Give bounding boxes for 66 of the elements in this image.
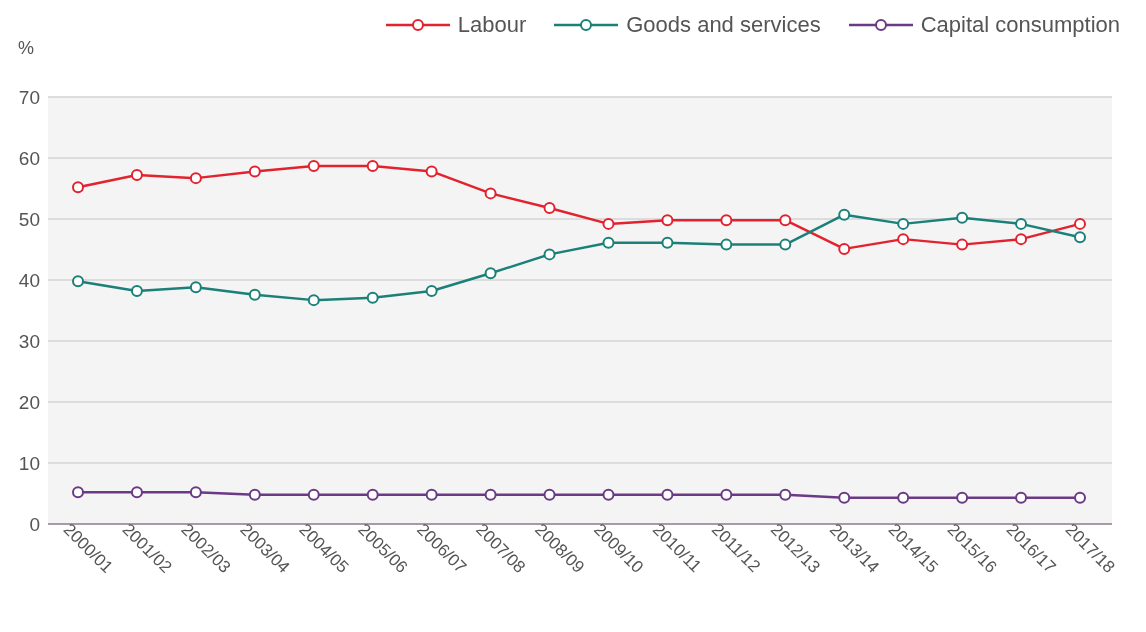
point [838, 242, 851, 255]
legend-label: Goods and services [626, 12, 821, 38]
point [130, 284, 143, 297]
point [189, 486, 202, 499]
point [189, 172, 202, 185]
point [130, 486, 143, 499]
point [72, 275, 84, 288]
point [484, 187, 497, 200]
point [366, 291, 379, 304]
point [602, 488, 615, 501]
point [72, 181, 84, 194]
point [897, 233, 910, 246]
point [779, 238, 792, 251]
point [1074, 491, 1086, 504]
point [543, 202, 556, 215]
point [1015, 491, 1028, 504]
point [720, 488, 733, 501]
point [779, 488, 792, 501]
point [720, 238, 733, 251]
point [661, 488, 674, 501]
point [897, 217, 910, 230]
point [543, 248, 556, 261]
point [1074, 217, 1086, 230]
point [838, 491, 851, 504]
y-tick-label: 60 [18, 147, 40, 169]
point [661, 236, 674, 249]
point [838, 208, 851, 221]
y-tick-label: 30 [18, 330, 40, 352]
point [307, 294, 320, 307]
y-tick-label: 0 [29, 513, 40, 535]
point [366, 488, 379, 501]
point [602, 217, 615, 230]
y-axis-title: % [18, 38, 35, 59]
y-tick-label: 70 [18, 86, 40, 108]
y-tick-label: 20 [18, 391, 40, 413]
point [956, 238, 969, 251]
point [366, 159, 379, 172]
point [484, 267, 497, 280]
point [779, 214, 792, 227]
y-tick-label: 50 [18, 208, 40, 230]
legend-label: Capital consumption [920, 12, 1120, 38]
point [720, 214, 733, 227]
point [484, 488, 497, 501]
point [425, 165, 438, 178]
legend-label: Labour [457, 12, 527, 38]
y-tick-label: 40 [18, 269, 40, 291]
point [130, 169, 143, 182]
point [956, 211, 969, 224]
point [307, 488, 320, 501]
point [1015, 233, 1028, 246]
point [1015, 217, 1028, 230]
point [425, 488, 438, 501]
point [189, 281, 202, 294]
point [248, 288, 261, 301]
point [248, 165, 261, 178]
point [1074, 231, 1086, 244]
point [248, 488, 261, 501]
point [661, 214, 674, 227]
point [543, 488, 556, 501]
y-tick-label: 10 [18, 452, 40, 474]
point [956, 491, 969, 504]
point [425, 284, 438, 297]
point [897, 491, 910, 504]
point [602, 236, 615, 249]
point [72, 486, 84, 499]
point [307, 159, 320, 172]
